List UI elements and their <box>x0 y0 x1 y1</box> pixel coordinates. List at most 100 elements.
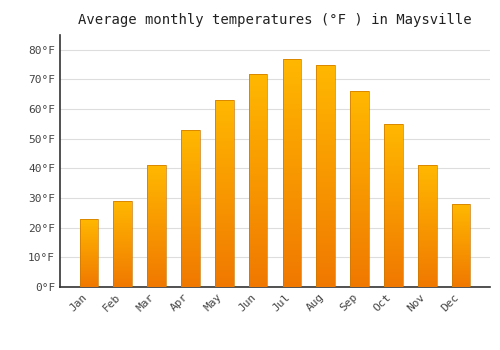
Bar <box>147 249 166 251</box>
Bar <box>147 169 166 170</box>
Bar <box>80 281 98 282</box>
Bar <box>282 150 301 152</box>
Bar <box>418 197 436 198</box>
Bar <box>147 246 166 247</box>
Bar <box>316 105 335 107</box>
Bar <box>181 227 200 229</box>
Bar <box>215 113 234 115</box>
Bar <box>350 103 369 105</box>
Bar <box>418 174 436 175</box>
Bar <box>215 268 234 270</box>
Bar <box>80 282 98 283</box>
Bar <box>181 182 200 183</box>
Bar <box>452 214 470 215</box>
Bar <box>350 197 369 199</box>
Bar <box>114 220 132 221</box>
Bar <box>350 211 369 213</box>
Bar <box>147 279 166 280</box>
Bar <box>316 169 335 171</box>
Bar <box>418 176 436 177</box>
Bar <box>316 83 335 85</box>
Bar <box>452 276 470 277</box>
Bar <box>282 223 301 225</box>
Bar <box>181 197 200 199</box>
Bar <box>282 79 301 82</box>
Bar <box>114 274 132 275</box>
Bar <box>452 261 470 262</box>
Bar <box>114 216 132 217</box>
Bar <box>114 234 132 236</box>
Bar <box>249 264 268 266</box>
Bar <box>80 279 98 280</box>
Bar <box>215 128 234 130</box>
Bar <box>249 272 268 274</box>
Bar <box>384 256 403 258</box>
Bar <box>418 226 436 228</box>
Bar <box>282 251 301 253</box>
Bar <box>282 230 301 232</box>
Bar <box>215 132 234 134</box>
Bar <box>249 197 268 199</box>
Bar <box>418 170 436 172</box>
Bar <box>114 269 132 270</box>
Bar <box>418 191 436 192</box>
Bar <box>249 189 268 191</box>
Bar <box>452 274 470 275</box>
Bar <box>316 207 335 209</box>
Bar <box>384 161 403 163</box>
Bar <box>80 269 98 270</box>
Bar <box>249 150 268 153</box>
Bar <box>282 130 301 132</box>
Bar <box>282 111 301 113</box>
Bar <box>249 182 268 184</box>
Bar <box>418 253 436 254</box>
Bar <box>418 272 436 274</box>
Bar <box>350 207 369 209</box>
Bar <box>316 172 335 174</box>
Bar <box>316 236 335 238</box>
Bar <box>147 258 166 259</box>
Bar <box>215 141 234 143</box>
Bar <box>114 265 132 266</box>
Bar <box>282 200 301 203</box>
Bar <box>181 207 200 209</box>
Bar <box>80 276 98 277</box>
Bar <box>418 280 436 281</box>
Bar <box>350 132 369 134</box>
Bar <box>181 178 200 180</box>
Bar <box>147 215 166 217</box>
Bar <box>350 166 369 168</box>
Bar <box>215 233 234 235</box>
Bar <box>249 270 268 272</box>
Bar <box>384 184 403 186</box>
Bar <box>384 225 403 227</box>
Bar <box>282 109 301 111</box>
Bar <box>350 205 369 207</box>
Bar <box>350 223 369 224</box>
Bar <box>215 190 234 192</box>
Bar <box>114 255 132 256</box>
Bar <box>147 197 166 198</box>
Bar <box>384 176 403 178</box>
Bar <box>384 266 403 267</box>
Bar <box>452 262 470 263</box>
Bar <box>316 136 335 138</box>
Bar <box>384 243 403 245</box>
Bar <box>282 86 301 89</box>
Bar <box>181 201 200 202</box>
Bar <box>418 241 436 242</box>
Bar <box>249 129 268 131</box>
Bar <box>181 264 200 265</box>
Bar <box>452 243 470 244</box>
Bar <box>452 238 470 239</box>
Bar <box>384 241 403 243</box>
Bar <box>249 91 268 93</box>
Bar <box>350 177 369 180</box>
Bar <box>80 278 98 279</box>
Bar <box>114 240 132 241</box>
Bar <box>181 139 200 141</box>
Bar <box>418 233 436 235</box>
Bar <box>80 228 98 229</box>
Bar <box>384 251 403 253</box>
Bar <box>282 72 301 75</box>
